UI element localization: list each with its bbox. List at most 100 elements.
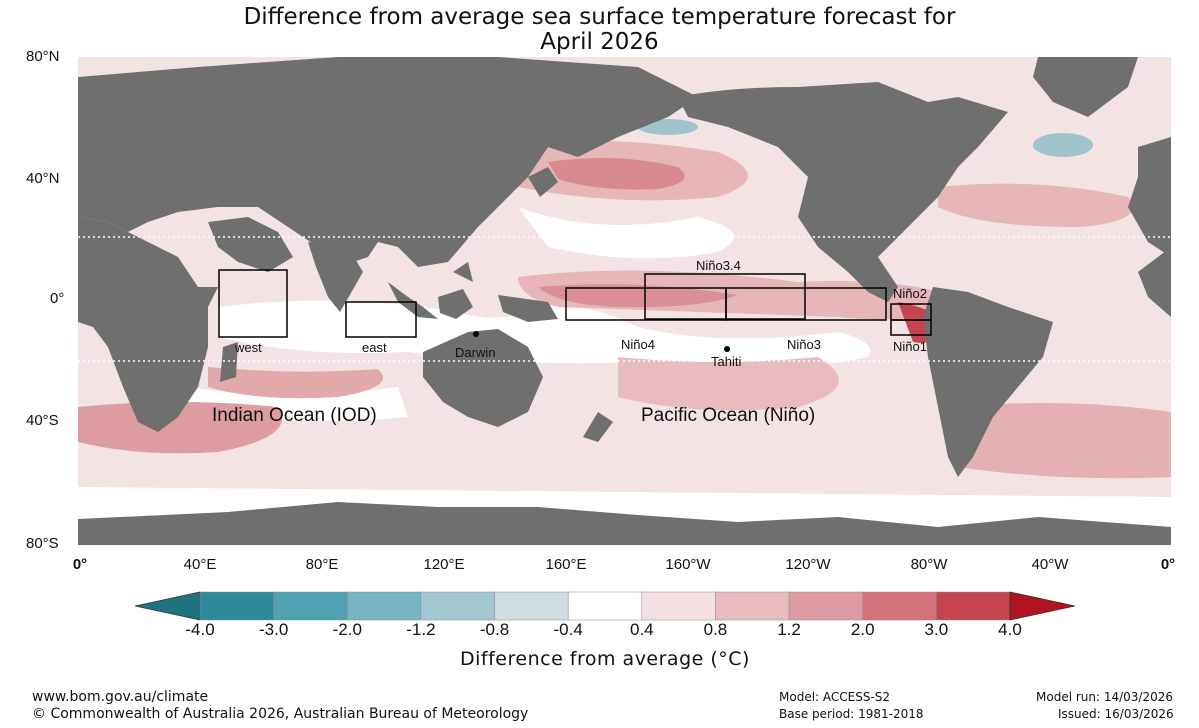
lon-label-80w: 80°W [910,556,948,573]
new-guinea [498,295,558,322]
colorbar-graphic [134,591,1076,621]
tropical-white-band [218,300,870,369]
lat-label-80n: 80°N [26,48,60,65]
colorbar-segment [641,591,716,621]
footer-model-run: Model run: 14/03/2026 [1036,690,1174,704]
lat-label-eq: 0° [50,290,65,307]
colorbar-tick-label: 1.2 [777,620,801,639]
greenland [1033,57,1138,117]
colorbar-segment [199,591,274,621]
colorbar-segment [420,591,495,621]
colorbar-tick-label: 0.4 [629,620,654,639]
australia [423,329,543,427]
lon-label-40w: 40°W [1031,556,1069,573]
colorbar [134,588,1076,624]
lat-label-40s: 40°S [26,412,59,429]
nino3-label: Niño3 [787,337,821,352]
colorbar-under-triangle [134,591,201,621]
index-boxes [218,269,932,338]
eurasia [78,57,698,267]
lon-label-0-right: 0° [1160,556,1176,573]
colorbar-tick-label: 3.0 [924,620,949,639]
colorbar-tick-label: -1.2 [406,620,436,639]
nino1-box [890,319,932,336]
indian-ocean-label: Indian Ocean (IOD) [212,405,377,426]
europe-east-edge [1128,137,1171,257]
colorbar-label: Difference from average (°C) [460,648,750,670]
colorbar-tick-label: 2.0 [850,620,875,639]
nino34-label: Niño3.4 [696,258,741,273]
footer-base-period: Base period: 1981-2018 [779,707,924,721]
map-title-line2: April 2026 [540,29,659,55]
north-america [678,82,1008,302]
south-atlantic-warm [958,403,1171,479]
japan [528,167,558,197]
colorbar-tick-label: -4.0 [185,620,215,639]
colorbar-over-triangle [1009,591,1076,621]
north-atlantic-warm [938,183,1133,227]
arabia [208,217,293,272]
footer-copyright: © Commonwealth of Australia 2026, Austra… [32,706,529,722]
lat-label-80s: 80°S [26,535,59,552]
iod-east-label: east [362,340,387,355]
darwin-point [473,331,479,337]
lon-label-160e: 160°E [545,556,587,573]
colorbar-tick-label: -3.0 [258,620,289,639]
india [308,242,363,312]
colorbar-segment [273,591,348,621]
pacific-ocean-label: Pacific Ocean (Niño) [641,405,816,426]
colorbar-tick-label: -2.0 [332,620,362,639]
map-title-line1: Difference from average sea surface temp… [243,4,956,30]
africa [78,217,218,432]
nino1-label: Niño1 [893,339,927,354]
nino4-label: Niño4 [621,337,655,352]
sst-anomaly-map [78,57,1171,545]
lon-label-160w: 160°W [665,556,711,573]
equatorial-pacific-warm-core [538,284,738,308]
footer-url[interactable]: www.bom.gov.au/climate [32,689,209,705]
lon-label-40e: 40°E [183,556,217,573]
colorbar-segment [862,591,937,621]
lat-label-40n: 40°N [26,170,60,187]
south-america [923,287,1053,477]
colorbar-segment [936,591,1011,621]
lon-label-0-left: 0° [72,556,88,573]
darwin-label: Darwin [455,345,496,360]
nino34-box [644,273,806,320]
lon-label-80e: 80°E [305,556,339,573]
north-atlantic-cool [1033,133,1093,157]
colorbar-tick-label: 4.0 [998,620,1022,639]
new-zealand [583,412,613,442]
lon-label-120w: 120°W [785,556,831,573]
colorbar-tick-label: -0.8 [479,620,510,639]
colorbar-segment [347,591,422,621]
nino2-label: Niño2 [893,286,927,301]
land-masses [78,57,1171,545]
footer-model: Model: ACCESS-S2 [779,690,891,704]
south-indian-warm [78,402,282,454]
madagascar [220,342,238,382]
nino3-box [725,287,887,321]
africa-west-edge [1138,247,1171,317]
colorbar-tick-label: 0.8 [703,620,728,639]
indian-warm-band [208,367,383,399]
tahiti-label: Tahiti [711,354,742,369]
sumatra [388,282,438,319]
south-pacific-warm [618,357,839,411]
equatorial-pacific-warm [518,270,958,320]
borneo [438,289,473,319]
colorbar-segment [567,591,643,621]
footer-issued: Issued: 16/03/2026 [1058,707,1174,721]
iod-west-box [218,269,288,338]
iod-west-label: west [235,340,262,355]
north-pacific-warm-core [548,158,685,190]
lon-label-120e: 120°E [423,556,465,573]
philippines [453,262,473,282]
north-pacific-white [518,207,734,259]
colorbar-segment [788,591,863,621]
colorbar-segment [494,591,569,621]
antarctica [78,502,1171,545]
colorbar-tick-label: -0.4 [553,620,583,639]
iod-east-box [345,301,417,338]
colorbar-segment [715,591,790,621]
